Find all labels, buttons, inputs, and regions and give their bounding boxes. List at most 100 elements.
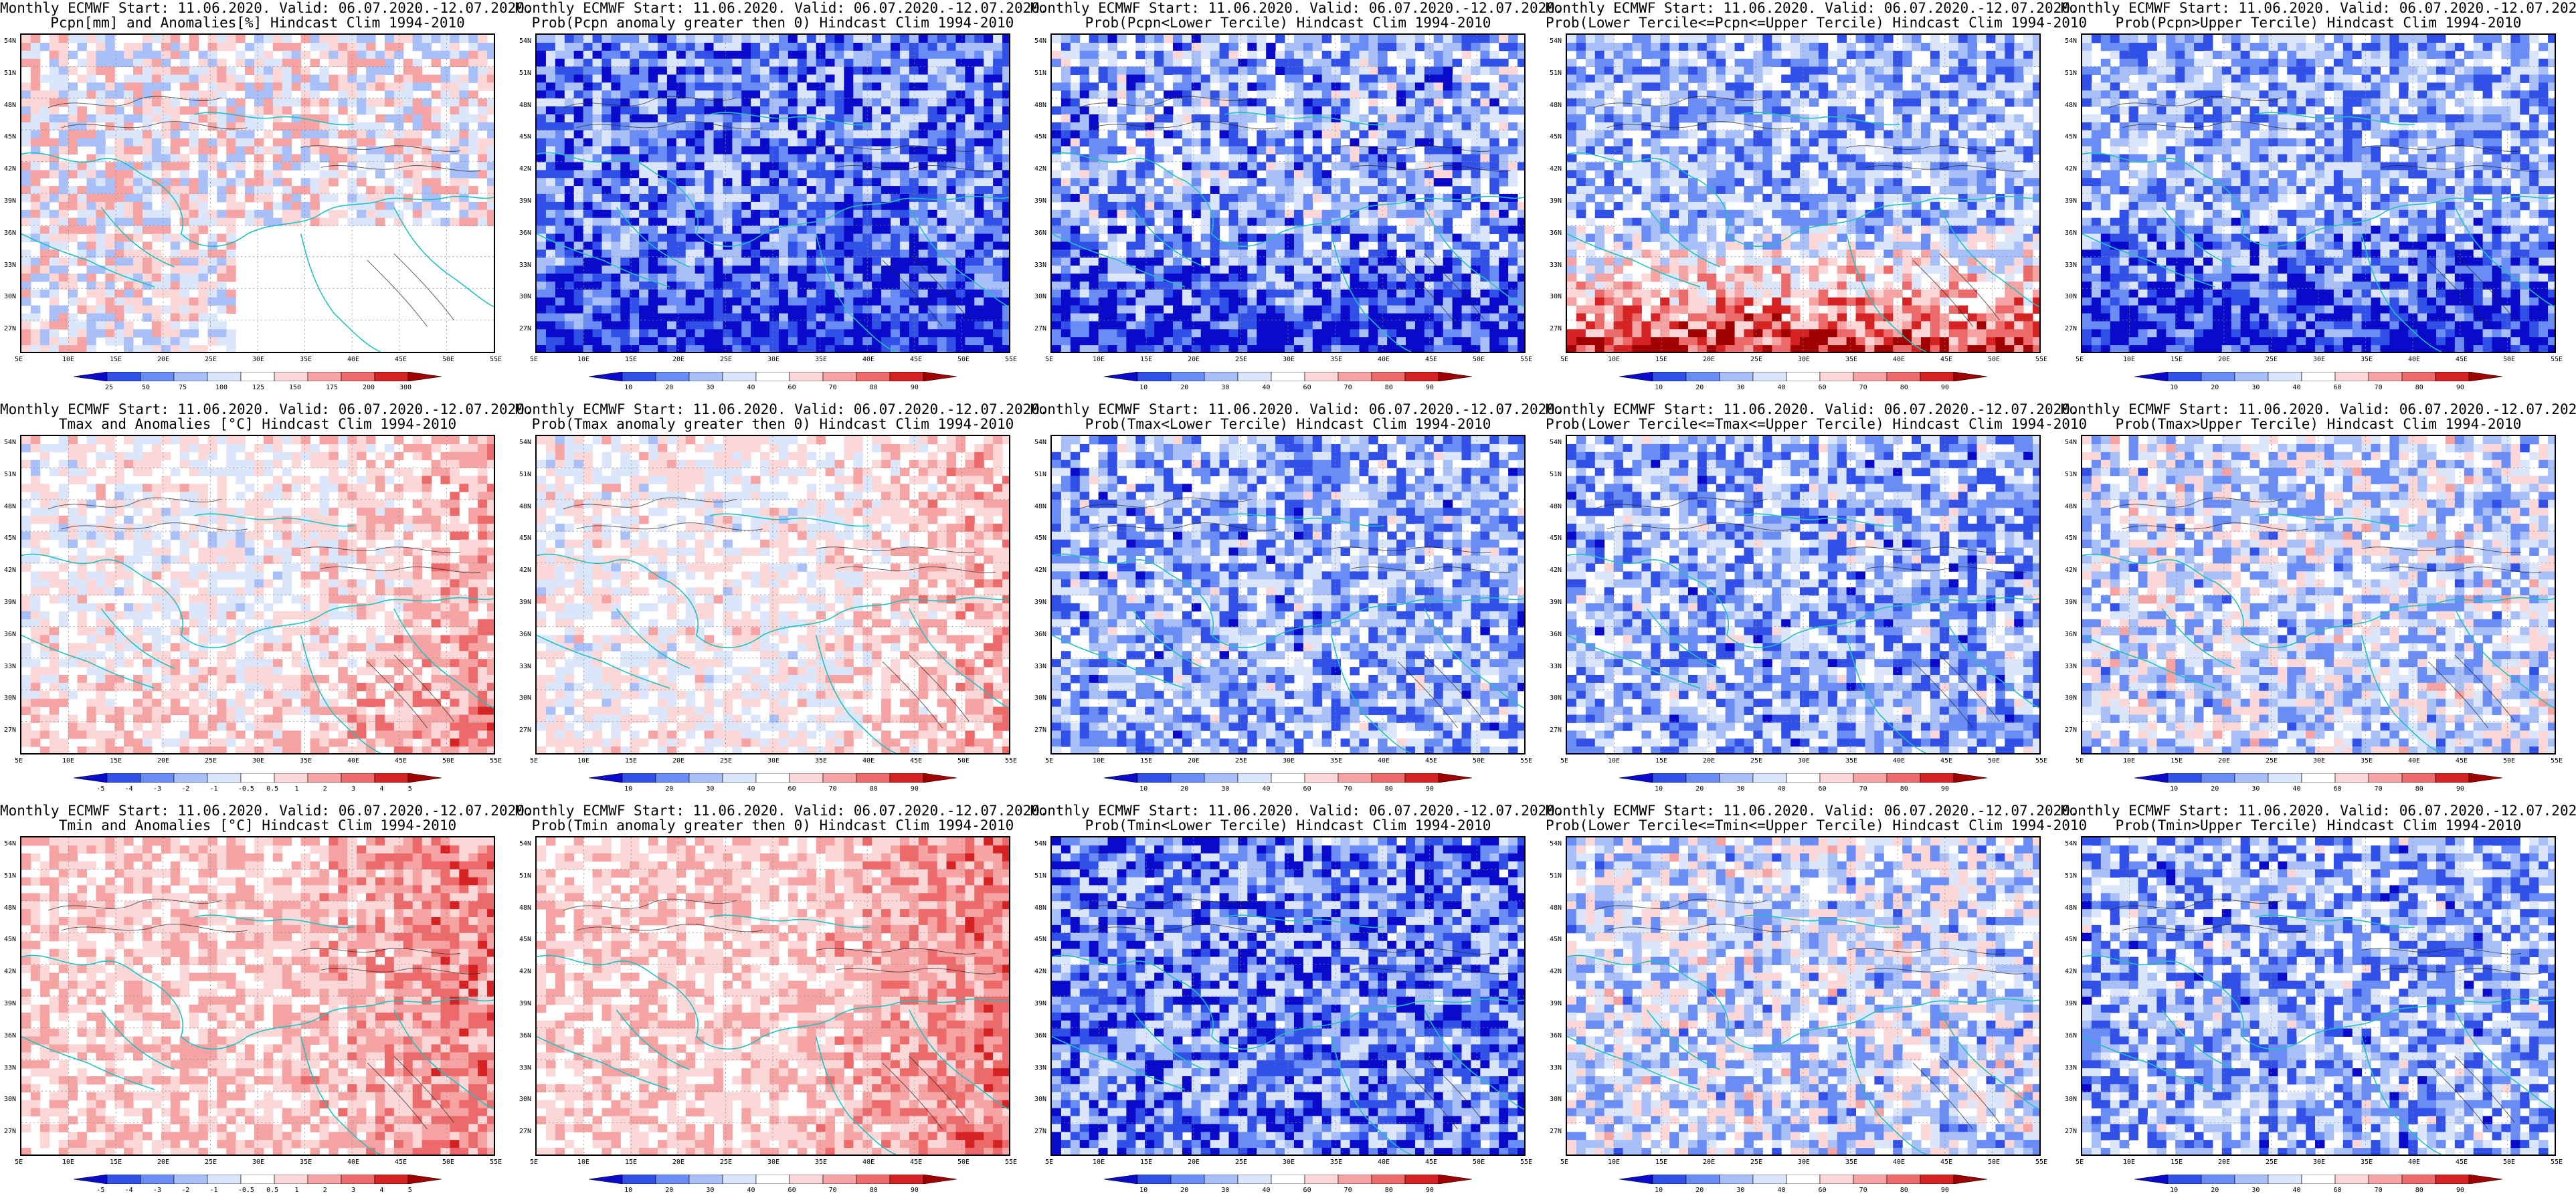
lon-label: 45E <box>395 356 407 363</box>
colorbar-tick-label: 80 <box>1385 1187 1393 1194</box>
lon-label: 15E <box>1140 1159 1152 1166</box>
colorbar-tick-label: 1 <box>294 1187 298 1194</box>
contour-lines <box>48 497 481 728</box>
colorbar-segment <box>655 773 690 783</box>
panel-title-line2: Prob(Lower Tercile<=Tmax<=Upper Tercile)… <box>1546 416 2087 432</box>
lat-label: 45N <box>4 534 16 542</box>
colorbar-tick-label: 40 <box>1262 785 1270 793</box>
colorbar-segment <box>1719 1175 1754 1184</box>
lat-label: 36N <box>2065 229 2077 237</box>
lat-label: 30N <box>4 293 16 300</box>
colorbar-tick-label: 60 <box>1819 1187 1827 1194</box>
colorbar-segment <box>1619 773 1653 783</box>
colorbar-segment <box>2134 1175 2169 1184</box>
colorbar-tick-label: -0.5 <box>238 1187 254 1194</box>
colorbar-segment <box>1371 372 1406 381</box>
colorbar-segment <box>1271 372 1305 381</box>
colorbar-segment <box>2368 1175 2403 1184</box>
lat-label: 42N <box>1034 165 1046 173</box>
panel-title-line1: Monthly ECMWF Start: 11.06.2020. Valid: … <box>515 803 1048 819</box>
lat-label: 36N <box>4 631 16 638</box>
lon-label: 30E <box>1283 356 1295 363</box>
lat-label: 27N <box>519 325 531 332</box>
lon-label: 55E <box>2551 356 2563 363</box>
panel-title-line1: Monthly ECMWF Start: 11.06.2020. Valid: … <box>1546 0 2079 16</box>
colorbar-tick-label: 50 <box>142 384 150 391</box>
contour-lines <box>48 898 481 1130</box>
lon-label: 35E <box>1845 757 1857 765</box>
lon-label: 20E <box>672 356 684 363</box>
colorbar-segment <box>2167 1175 2202 1184</box>
lon-label: 45E <box>2456 757 2468 765</box>
lat-label: 54N <box>2065 840 2077 847</box>
map-field <box>1567 436 2039 753</box>
map-frame <box>2081 33 2556 353</box>
lon-label: 10E <box>577 1159 589 1166</box>
lat-label: 51N <box>4 70 16 77</box>
lon-label: 5E <box>2076 356 2084 363</box>
panel-title-line1: Monthly ECMWF Start: 11.06.2020. Valid: … <box>1030 0 1564 16</box>
panel-title-line1: Monthly ECMWF Start: 11.06.2020. Valid: … <box>1030 401 1564 417</box>
lon-label: 30E <box>252 356 264 363</box>
lat-label: 48N <box>1550 102 1562 109</box>
colorbar-segment <box>1920 372 1954 381</box>
colorbar-segment <box>655 1175 690 1184</box>
lon-label: 25E <box>1235 356 1247 363</box>
colorbar-segment <box>2334 1175 2369 1184</box>
colorbar-segment <box>1304 372 1339 381</box>
lat-label: 36N <box>2065 631 2077 638</box>
panel-title-line2: Tmin and Anomalies [°C] Hindcast Clim 19… <box>0 817 515 833</box>
colorbar-tick-label: 10 <box>2170 384 2178 391</box>
lon-label: 20E <box>672 757 684 765</box>
lon-label: 50E <box>442 757 454 765</box>
colorbar-segment <box>2401 773 2436 783</box>
lon-label: 10E <box>62 356 74 363</box>
colorbar-segment <box>2167 372 2202 381</box>
colorbar-tick-label: 90 <box>1941 785 1949 793</box>
lat-label: 27N <box>2065 726 2077 734</box>
lat-label: 51N <box>1034 70 1046 77</box>
lon-label: 30E <box>1798 1159 1810 1166</box>
colorbar-segment <box>2468 372 2502 381</box>
map-frame <box>20 435 495 755</box>
lon-label: 45E <box>1425 1159 1437 1166</box>
map-frame <box>2081 836 2556 1156</box>
map-panel-tmax_prob_pos: Monthly ECMWF Start: 11.06.2020. Valid: … <box>515 401 1048 803</box>
colorbar <box>2134 1175 2502 1184</box>
lon-label: 35E <box>1845 356 1857 363</box>
map-panel-pcpn_upper: Monthly ECMWF Start: 11.06.2020. Valid: … <box>2061 0 2576 401</box>
lat-label: 42N <box>2065 567 2077 574</box>
lat-label: 51N <box>4 872 16 880</box>
lon-label: 30E <box>252 757 264 765</box>
lon-label: 10E <box>62 1159 74 1166</box>
map-panel-pcpn_middle: Monthly ECMWF Start: 11.06.2020. Valid: … <box>1546 0 2087 401</box>
lon-label: 5E <box>15 757 23 765</box>
coastline <box>537 112 1009 352</box>
colorbar <box>589 1175 957 1184</box>
graticule <box>2082 35 2555 352</box>
colorbar-tick-label: 70 <box>829 785 837 793</box>
map-frame <box>535 435 1010 755</box>
lat-label: 33N <box>1034 262 1046 269</box>
lat-label: 30N <box>4 1096 16 1103</box>
lon-label: 35E <box>1330 356 1342 363</box>
lon-label: 10E <box>1608 1159 1620 1166</box>
lon-label: 25E <box>720 356 732 363</box>
coastline <box>1052 513 1524 753</box>
lat-label: 27N <box>2065 325 2077 332</box>
colorbar-segment <box>889 773 924 783</box>
lon-label: 50E <box>1473 356 1485 363</box>
map-frame <box>2081 435 2556 755</box>
lon-label: 45E <box>910 757 922 765</box>
lat-label: 27N <box>519 726 531 734</box>
colorbar-segment <box>1404 1175 1439 1184</box>
colorbar-segment <box>173 1175 208 1184</box>
colorbar-tick-label: 40 <box>2292 1187 2300 1194</box>
colorbar-tick-label: 90 <box>1426 785 1434 793</box>
colorbar-tick-label: 70 <box>2375 785 2383 793</box>
colorbar-segment <box>1619 1175 1653 1184</box>
colorbar-tick-label: 90 <box>911 384 919 391</box>
shaded-field <box>1052 837 1524 1155</box>
colorbar-segment <box>622 372 656 381</box>
colorbar-tick-label: 60 <box>1303 785 1311 793</box>
